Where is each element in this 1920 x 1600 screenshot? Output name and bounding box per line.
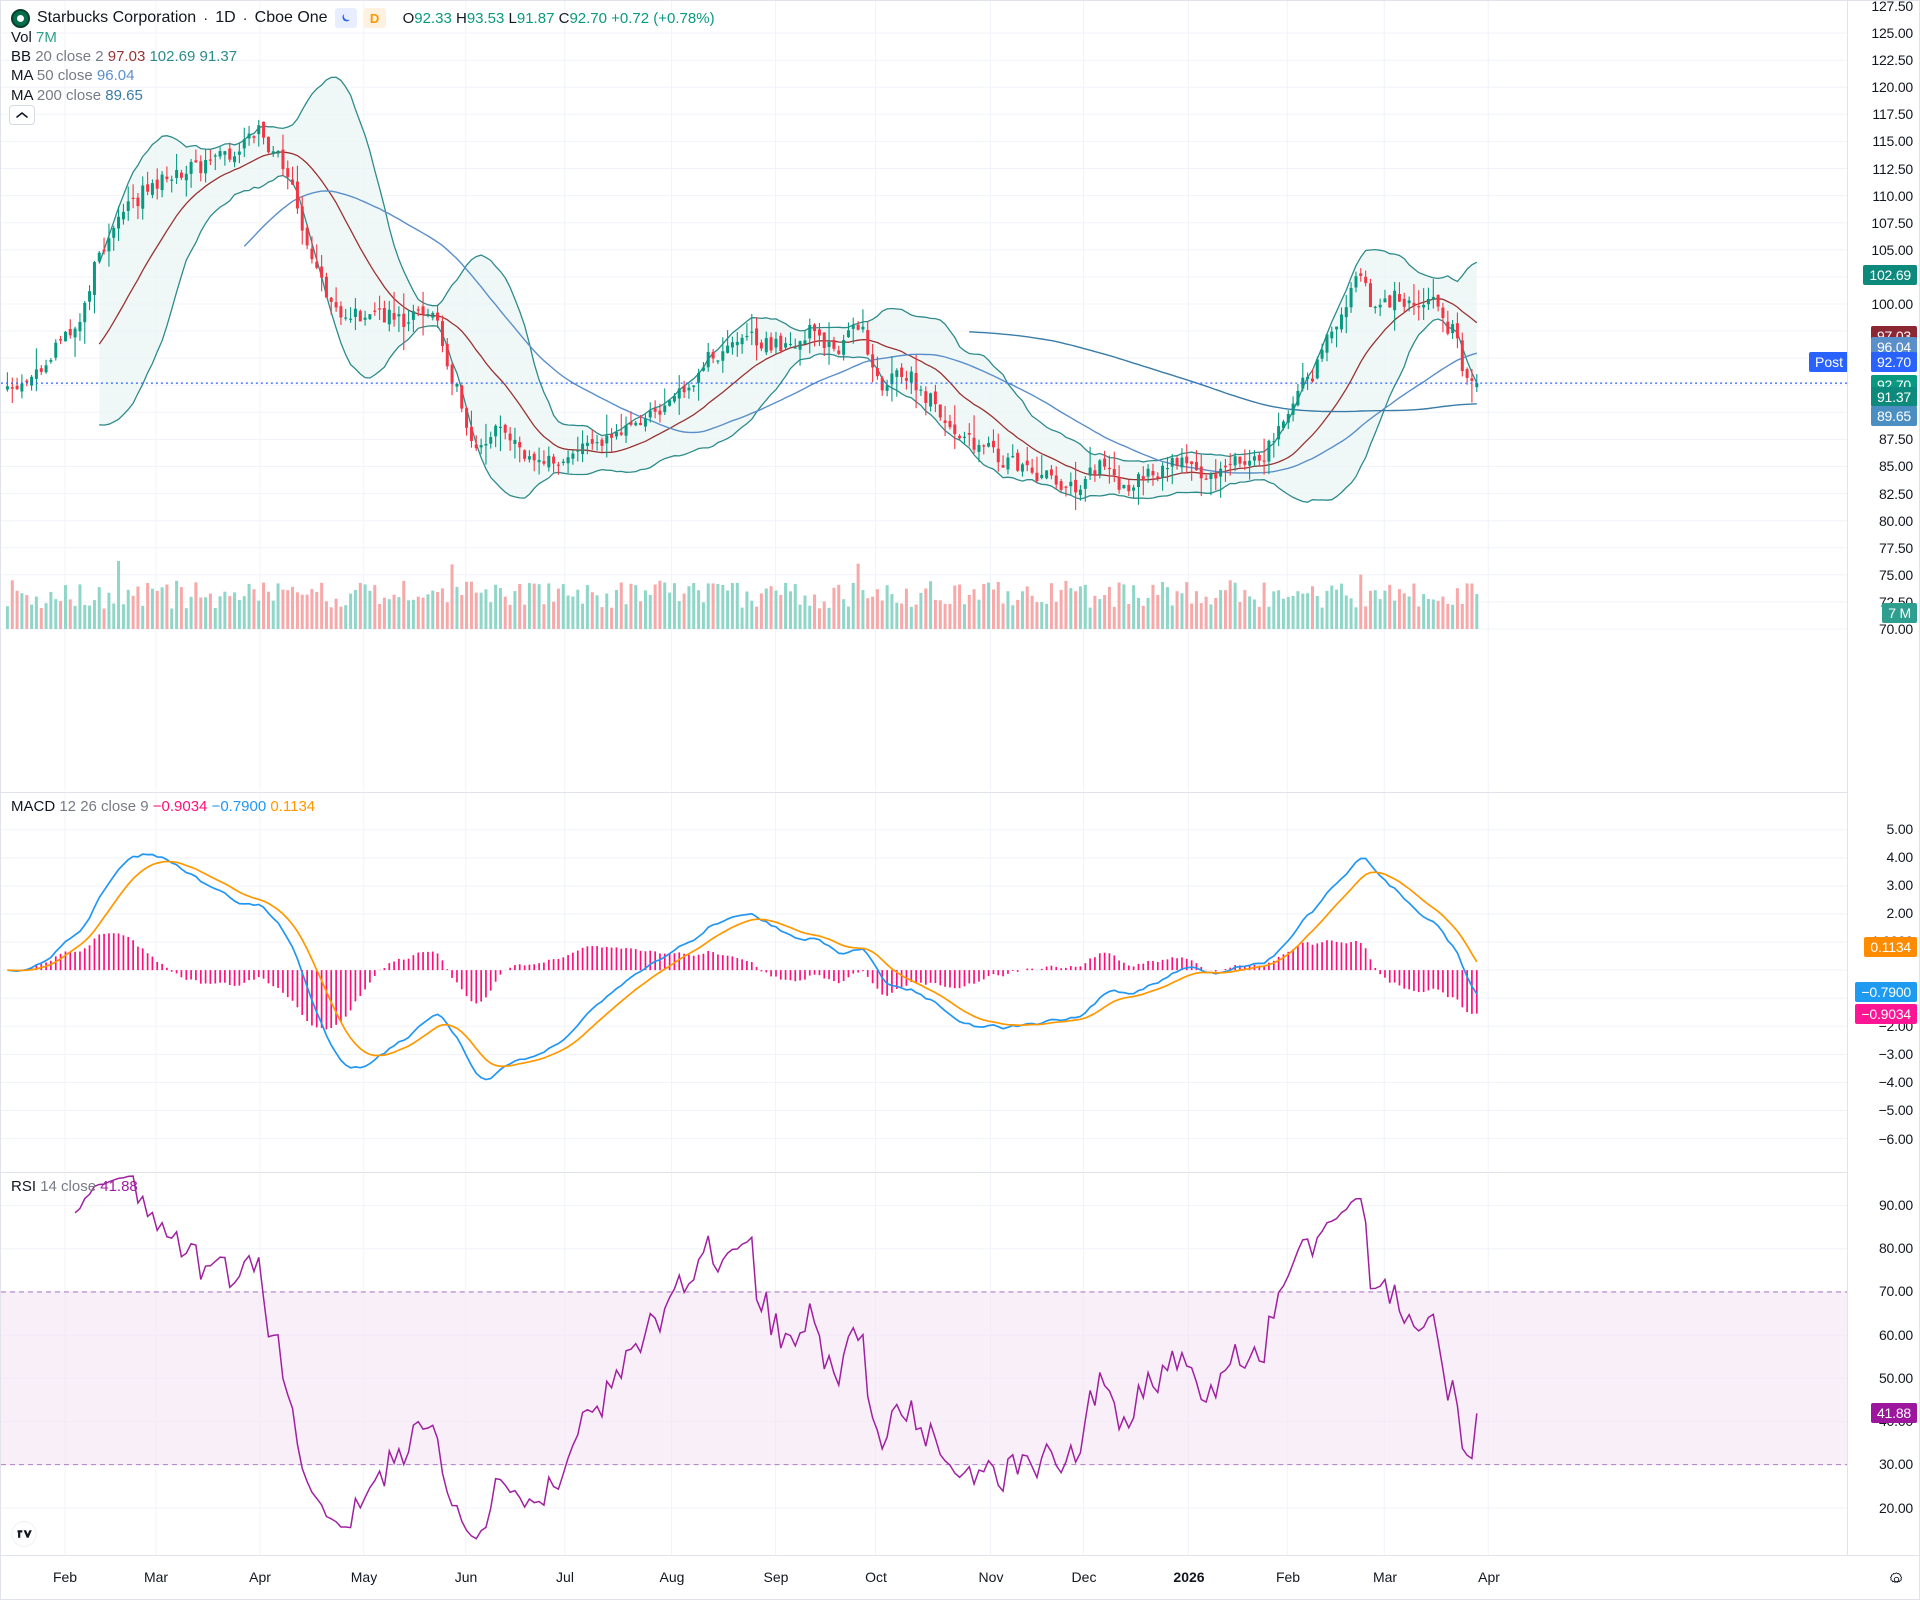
price-tick-115-00: 115.00	[1872, 133, 1913, 150]
macd-tick-2: 3.00	[1886, 877, 1914, 894]
time-tick-jun-4[interactable]: Jun	[454, 1569, 478, 1585]
price-scale[interactable]: 127.50 125.00 122.50 120.00 117.50 115.00 112.…	[1847, 0, 1919, 1556]
time-tick-2026-11[interactable]: 2026	[1173, 1569, 1205, 1585]
price-tick-127-50: 127.50	[1871, 0, 1913, 14]
rsi-tick-30-00: 30.00	[1878, 1456, 1913, 1473]
tradingview-logo-icon[interactable]	[11, 1521, 37, 1547]
price-tick-125-00: 125.00	[1871, 25, 1913, 42]
time-tick-oct-8[interactable]: Oct	[865, 1569, 887, 1585]
time-tick-nov-9[interactable]: Nov	[978, 1569, 1004, 1585]
price-tick-107-50: 107.50	[1871, 214, 1913, 231]
macd-tick-0: 5.00	[1886, 820, 1914, 837]
price-tick-85-00: 85.00	[1878, 458, 1913, 475]
price-tick-117-50: 117.50	[1872, 106, 1913, 123]
price-tick-75-00: 75.00	[1878, 566, 1913, 583]
time-tick-apr-2[interactable]: Apr	[249, 1569, 271, 1585]
price-tick-77-50: 77.50	[1878, 539, 1913, 556]
price-tick-122-50: 122.50	[1871, 52, 1913, 69]
time-tick-feb-12[interactable]: Feb	[1275, 1569, 1301, 1585]
price-tick-82-50: 82.50	[1878, 485, 1913, 502]
macd-hist-badge: 0.1134	[1864, 937, 1917, 958]
bb-upper-badge: 102.69	[1863, 264, 1917, 285]
chart-settings-button[interactable]	[1885, 1568, 1907, 1590]
price-tick-70-00: 70.00	[1878, 621, 1913, 637]
price-tick-105-00: 105.00	[1871, 241, 1913, 258]
macd-tick-9: −6.00	[1878, 1130, 1914, 1147]
volume-badge: 7 M	[1882, 603, 1917, 623]
time-scale[interactable]: Feb Mar Apr May Jun Jul Aug Sep Oct Nov Dec 2026 Feb…	[1, 1555, 1919, 1599]
time-tick-dec-10[interactable]: Dec	[1071, 1569, 1097, 1585]
collapse-pane-button[interactable]	[9, 105, 35, 125]
time-tick-mar-13[interactable]: Mar	[1372, 1569, 1398, 1585]
chevron-up-icon	[16, 112, 28, 118]
macd-tick-8: −5.00	[1878, 1102, 1914, 1119]
bb-lower-badge: 91.37	[1870, 387, 1917, 408]
macd-signal-badge: −0.7900	[1855, 981, 1917, 1002]
ma200-badge: 89.65	[1870, 406, 1917, 427]
rsi-pane[interactable]	[1, 1172, 1847, 1556]
price-tick-80-00: 80.00	[1878, 512, 1913, 529]
time-tick-aug-6[interactable]: Aug	[659, 1569, 685, 1585]
time-tick-jul-5[interactable]: Jul	[556, 1569, 574, 1585]
macd-line-badge: −0.9034	[1855, 1004, 1917, 1025]
post-price-badge: 92.70	[1870, 352, 1917, 373]
rsi-tick-90-00: 90.00	[1878, 1196, 1913, 1213]
time-tick-feb-0[interactable]: Feb	[52, 1569, 78, 1585]
rsi-tick-60-00: 60.00	[1878, 1326, 1913, 1343]
rsi-value-badge: 41.88	[1870, 1402, 1917, 1423]
time-tick-may-3[interactable]: May	[350, 1569, 378, 1585]
time-tick-apr-14[interactable]: Apr	[1478, 1569, 1500, 1585]
price-tick-110-00: 110.00	[1872, 187, 1913, 204]
ma50-badge: 96.04	[1870, 336, 1917, 357]
rsi-tick-70-00: 70.00	[1878, 1283, 1913, 1300]
macd-tick-1: 4.00	[1886, 849, 1914, 866]
time-tick-mar-1[interactable]: Mar	[143, 1569, 169, 1585]
post-market-label: Post	[1808, 352, 1849, 373]
rsi-tick-20-00: 20.00	[1878, 1499, 1913, 1516]
macd-tick-3: 2.00	[1886, 905, 1914, 922]
price-tick-112-50: 112.50	[1872, 160, 1913, 177]
price-tick-100-00: 100.00	[1871, 295, 1913, 312]
rsi-tick-50-00: 50.00	[1878, 1369, 1913, 1386]
macd-tick-7: −4.00	[1878, 1074, 1914, 1091]
time-tick-sep-7[interactable]: Sep	[763, 1569, 789, 1585]
rsi-tick-80-00: 80.00	[1878, 1239, 1913, 1256]
price-tick-120-00: 120.00	[1871, 79, 1913, 96]
price-tick-87-50: 87.50	[1878, 431, 1913, 448]
macd-tick-6: −3.00	[1878, 1046, 1914, 1063]
gear-icon	[1889, 1571, 1902, 1583]
macd-pane[interactable]	[1, 792, 1847, 1171]
price-pane[interactable]	[1, 1, 1847, 791]
